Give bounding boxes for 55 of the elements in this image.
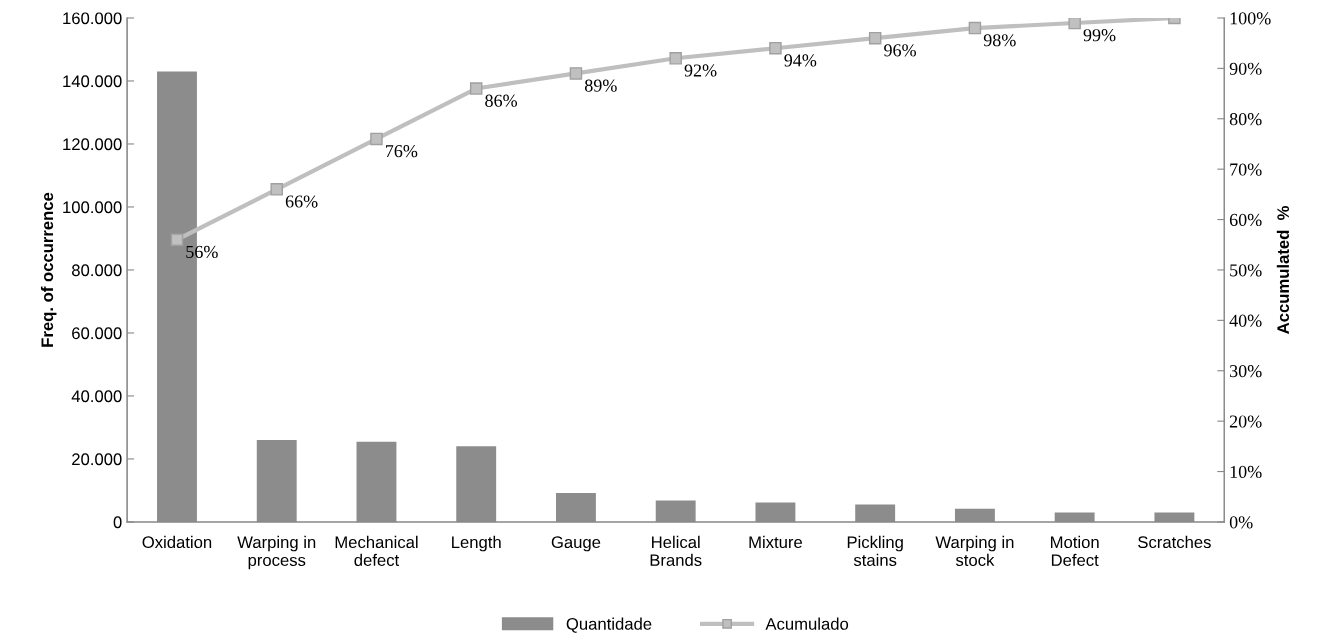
y-tick-label: 100.000: [63, 201, 122, 214]
x-tick-label: Mechanical defect: [335, 535, 418, 567]
y2-tick-label: 10%: [1230, 465, 1262, 479]
y2-tick-label: 40%: [1229, 314, 1262, 327]
x-tick-label: Warping in process: [237, 535, 316, 570]
data-label: 76%: [385, 145, 418, 158]
x-tick-label: Scratches: [1138, 535, 1211, 549]
x-tick-label: Motion Defect: [1051, 535, 1099, 567]
y-tick-label: 20.000: [72, 453, 122, 466]
y2-tick-label: 30%: [1229, 365, 1262, 378]
x-tick-label: Length: [452, 535, 501, 552]
x-tick-label: Pickling stains: [847, 535, 903, 567]
y2-tick-label: 90%: [1229, 62, 1262, 75]
data-label: 66%: [285, 195, 318, 208]
y2-tick-label: 100%: [1230, 12, 1271, 25]
y2-tick-label: 80%: [1229, 113, 1262, 126]
y2-tick-label: 50%: [1230, 264, 1262, 277]
data-label: 86%: [485, 94, 518, 107]
data-label: 99%: [1083, 29, 1116, 42]
point: [370, 132, 383, 146]
x-tick-label: Mixture: [749, 535, 803, 549]
data-label: 89%: [584, 79, 617, 92]
point: [669, 52, 682, 65]
x-tick-label: Warping in stock: [935, 535, 1014, 567]
data-label: 96%: [884, 44, 916, 57]
point: [868, 31, 882, 45]
legend-label: Quantidade: [566, 617, 652, 633]
x-tick-label: Oxidation: [142, 535, 212, 549]
y-tick-label: 40.000: [71, 390, 122, 403]
y2-tick-label: 70%: [1230, 163, 1262, 176]
data-label: 92%: [684, 64, 717, 77]
point: [1068, 17, 1081, 30]
legend-label: Acumulado: [765, 617, 849, 630]
x-tick-label: Gauge: [551, 536, 601, 552]
y-tick-label: 160.000: [63, 12, 122, 25]
y2-tick-label: 0%: [1229, 516, 1253, 529]
y2-tick-label: 20%: [1229, 415, 1262, 428]
point: [769, 41, 782, 55]
data-label: 94%: [784, 54, 817, 67]
y-tick-label: 120.000: [63, 138, 122, 151]
point: [569, 67, 583, 80]
y2-axis-title: Accumulated %: [1276, 206, 1290, 334]
y-axis-title: Freq. of occurrence: [40, 192, 57, 347]
y-tick-label: 140.000: [63, 75, 122, 88]
y2-tick-label: 60%: [1229, 213, 1262, 227]
x-tick-label: Helical Brands: [650, 535, 702, 567]
data-label: 56%: [186, 245, 218, 259]
point: [968, 21, 982, 35]
point: [469, 82, 483, 95]
data-label: 98%: [983, 34, 1016, 47]
y-tick-label: 0: [113, 516, 122, 529]
y-tick-label: 80.000: [72, 264, 122, 277]
y-tick-label: 60.000: [72, 327, 122, 340]
point: [170, 233, 184, 246]
point: [270, 183, 283, 196]
